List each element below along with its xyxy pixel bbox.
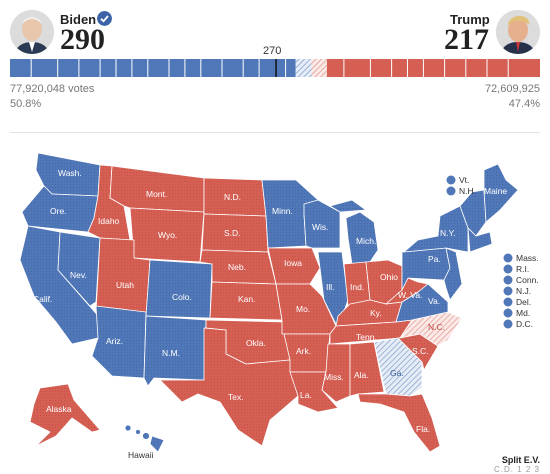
biden-percent: 50.8% [10,98,42,110]
state-alaska[interactable] [29,383,101,447]
state-mass-ri-conn[interactable] [467,227,493,253]
label-ohio: Ohio [380,272,398,282]
split-ev-legend: Split E.V. C.D. 1 2 3 [494,455,540,474]
label-mich: Mich. [356,236,376,246]
trump-percent: 47.4% [508,98,540,110]
label-ore: Ore. [50,206,67,216]
bar-undecided-lean-biden [295,59,312,77]
label-utah: Utah [116,280,134,290]
small-state-label: Mass. [516,253,539,263]
legend-items: C.D. 1 2 3 [493,465,540,474]
state-hawaii[interactable] [124,424,165,453]
label-ind: Ind. [350,282,364,292]
label-hawaii: Hawaii [128,450,154,460]
electoral-vote-bar [10,59,540,77]
small-state-label: N.J. [516,286,531,296]
label-kan: Kan. [238,294,256,304]
biden-electoral-votes: 290 [60,23,105,56]
small-state-bubble[interactable] [503,319,513,329]
state-tex[interactable] [159,327,299,447]
us-electoral-map: Vt.N.H. Mass.R.I.Conn.N.J.Del.Md.D.C. Wa… [19,152,539,460]
state-ariz[interactable] [91,305,147,379]
trump-electoral-votes: 217 [444,23,489,56]
small-state-label: Vt. [459,175,469,185]
biden-name: Biden [60,12,97,27]
label-nc: N.C. [428,322,445,332]
label-tenn: Tenn. [356,332,377,342]
label-miss: Miss. [324,372,344,382]
trump-popular-votes: 72,609,925 [484,83,540,95]
state-fla[interactable] [357,393,441,453]
label-fla: Fla. [416,424,430,434]
state-mich[interactable] [329,199,379,265]
label-okla: Okla. [246,338,266,348]
bar-biden-segment [10,59,296,77]
label-nd: N.D. [224,192,241,202]
state-nj-del-md[interactable] [443,247,463,301]
small-state-label: D.C. [516,319,533,329]
biden-popular-votes: 77,920,048 votes [10,83,95,95]
winner-check-icon [97,11,112,26]
label-colo: Colo. [172,292,192,302]
small-state-label: Del. [516,297,531,307]
state-maine[interactable] [483,163,519,223]
header-divider [10,132,540,133]
state-ny[interactable] [403,205,469,253]
label-ny: N.Y. [440,228,455,238]
small-state-bubble[interactable] [446,175,456,185]
label-alaska: Alaska [46,404,72,414]
label-pa: Pa. [428,254,441,264]
label-minn: Minn. [272,206,293,216]
label-mont: Mont. [146,189,167,199]
label-wash: Wash. [58,168,82,178]
state-nev[interactable] [57,231,101,307]
label-wva: W. Va. [398,290,422,300]
small-state-label: R.I. [516,264,529,274]
label-ala: Ala. [354,370,369,380]
label-ariz: Ariz. [106,336,123,346]
small-state-bubble[interactable] [503,253,513,263]
legend-title: Split E.V. [501,455,540,465]
label-nev: Nev. [70,270,87,280]
small-states-right: Mass.R.I.Conn.N.J.Del.Md.D.C. [503,253,539,329]
state-ala[interactable] [349,341,385,397]
state-iowa[interactable] [267,247,321,285]
label-wis: Wis. [312,222,329,232]
label-ga: Ga. [390,368,404,378]
label-idaho: Idaho [98,216,120,226]
label-sd: S.D. [224,228,241,238]
label-tex: Tex. [228,392,244,402]
label-va: Va. [428,296,440,306]
small-state-label: Md. [516,308,530,318]
label-iowa: Iowa [284,258,302,268]
small-state-label: Conn. [516,275,539,285]
small-state-bubble[interactable] [503,308,513,318]
state-wis[interactable] [303,199,341,249]
small-state-bubble[interactable] [503,297,513,307]
label-maine: Maine [484,186,507,196]
label-neb: Neb. [228,262,246,272]
trump-name: Trump [450,12,490,27]
small-state-bubble[interactable] [503,264,513,274]
small-state-label: N.H. [459,186,476,196]
trump-avatar [496,10,540,54]
small-state-bubble[interactable] [503,275,513,285]
label-ill: Ill. [326,282,335,292]
threshold-label: 270 [263,45,282,57]
bar-undecided-lean-trump [311,59,327,77]
label-wyo: Wyo. [158,230,177,240]
small-state-bubble[interactable] [503,286,513,296]
label-calif: Calif. [33,294,52,304]
small-states-top: Vt.N.H. [446,175,476,196]
state-colo[interactable] [145,259,213,319]
label-mo: Mo. [296,304,310,314]
label-ark: Ark. [296,346,311,356]
label-la: La. [300,390,312,400]
label-ky: Ky. [370,308,382,318]
label-sc: S.C. [412,346,429,356]
small-state-bubble[interactable] [446,186,456,196]
biden-avatar [10,10,54,54]
map-labels: Wash. Ore. Calif. Nev. Idaho Mont. Wyo. … [33,168,507,460]
label-nm: N.M. [162,348,180,358]
